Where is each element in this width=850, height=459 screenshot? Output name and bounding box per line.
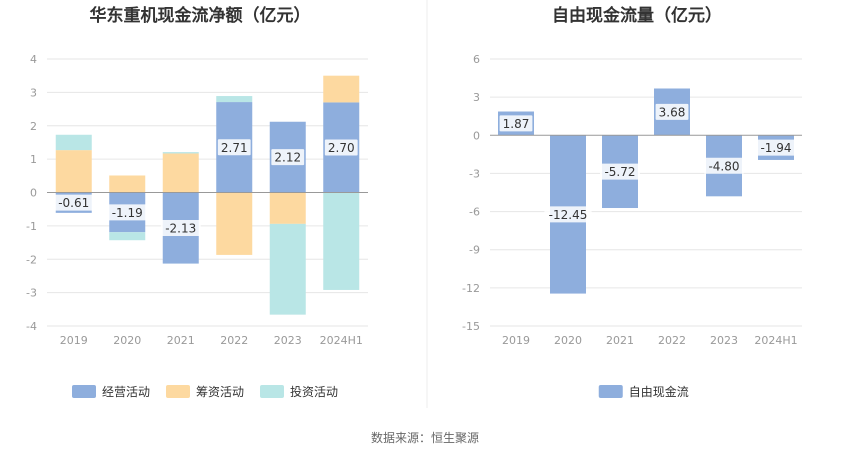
x-tick-label: 2019 <box>60 334 88 347</box>
data-label: 2.71 <box>217 139 251 156</box>
y-tick-label: 1 <box>30 153 37 166</box>
legend: 经营活动 筹资活动 投资活动 <box>72 384 338 399</box>
y-tick-label: -6 <box>469 206 480 219</box>
bar-筹资活动-2024H1 <box>323 75 360 103</box>
y-tick-label: 0 <box>473 129 480 142</box>
bar-筹资活动-2021 <box>162 153 199 193</box>
x-tick-label: 2021 <box>167 334 195 347</box>
data-label: -0.61 <box>53 194 94 211</box>
bar-筹资活动-2023 <box>269 192 306 224</box>
bar-投资活动-2023 <box>269 223 306 315</box>
legend-swatch <box>72 385 96 398</box>
svg-text:2.70: 2.70 <box>328 141 355 155</box>
legend-label: 投资活动 <box>290 384 338 399</box>
bars <box>55 75 360 315</box>
svg-text:-0.61: -0.61 <box>58 196 89 210</box>
svg-text:-2.13: -2.13 <box>165 222 196 236</box>
legend-swatch <box>260 385 284 398</box>
x-tick-label: 2024H1 <box>754 334 797 347</box>
data-labels: -0.61 -1.19 -2.13 2.71 2.12 2.70 <box>53 139 358 237</box>
data-labels: 1.87 -12.45 -5.72 3.68 -4.80 -1.94 <box>499 103 796 223</box>
y-tick-label: 2 <box>30 120 37 133</box>
data-label: 2.12 <box>271 149 305 166</box>
x-tick-label: 2023 <box>710 334 738 347</box>
y-tick-label: 4 <box>30 53 37 66</box>
x-tick-label: 2019 <box>502 334 530 347</box>
chart-title: 华东重机现金流净额（亿元） <box>90 5 311 26</box>
data-label: -1.94 <box>756 139 796 156</box>
y-tick-label: 6 <box>473 53 480 66</box>
cashflow-chart: 华东重机现金流净额（亿元） -4 -3 -2 -1 0 1 2 3 4 -0.61 -1.19 -2… <box>26 5 368 399</box>
svg-text:-12.45: -12.45 <box>549 208 588 222</box>
data-label: -2.13 <box>160 220 201 237</box>
svg-text:-5.72: -5.72 <box>604 165 635 179</box>
legend-item: 筹资活动 <box>166 385 244 399</box>
bar-筹资活动-2019 <box>55 150 92 193</box>
legend-swatch <box>598 385 623 398</box>
x-tick-label: 2022 <box>658 334 686 347</box>
x-tick-label: 2023 <box>274 334 302 347</box>
x-ticks: 2019 2020 2021 2022 2023 2024H1 <box>60 334 363 347</box>
y-tick-label: -15 <box>462 320 480 333</box>
bar-投资活动-2024H1 <box>323 192 360 290</box>
y-tick-label: -2 <box>26 253 37 266</box>
y-tick-label: -12 <box>462 282 480 295</box>
y-ticks: -4 -3 -2 -1 0 1 2 3 4 <box>26 53 37 333</box>
y-tick-label: -3 <box>469 167 480 180</box>
svg-text:-1.19: -1.19 <box>112 206 143 220</box>
x-tick-label: 2020 <box>554 334 582 347</box>
legend-label: 自由现金流 <box>629 384 689 399</box>
y-tick-label: 0 <box>30 187 37 200</box>
chart-title: 自由现金流量（亿元） <box>552 5 722 26</box>
data-source: 数据来源：恒生聚源 <box>371 430 479 445</box>
y-tick-label: -4 <box>26 320 37 333</box>
svg-text:-4.80: -4.80 <box>708 159 739 173</box>
x-tick-label: 2020 <box>113 334 141 347</box>
data-label: 2.70 <box>324 139 358 156</box>
bar-投资活动-2022 <box>216 96 253 103</box>
y-grid <box>47 58 368 327</box>
free-cashflow-chart: 自由现金流量（亿元） -15 -12 -9 -6 -3 0 3 6 1.87 -12.45 -5.… <box>462 5 802 399</box>
x-tick-label: 2024H1 <box>320 334 363 347</box>
bar-筹资活动-2022 <box>216 192 253 255</box>
svg-text:-1.94: -1.94 <box>760 141 791 155</box>
legend-label: 经营活动 <box>102 385 150 399</box>
legend-item: 经营活动 <box>72 385 150 399</box>
y-grid <box>490 58 802 327</box>
legend: 自由现金流 <box>598 384 689 399</box>
y-tick-label: -1 <box>26 220 37 233</box>
svg-text:2.12: 2.12 <box>274 151 301 165</box>
x-tick-label: 2022 <box>220 334 248 347</box>
bars <box>498 88 794 294</box>
y-tick-label: -3 <box>26 287 37 300</box>
legend-label: 筹资活动 <box>196 385 244 399</box>
legend-swatch <box>166 385 190 398</box>
y-tick-label: 3 <box>473 91 480 104</box>
data-label: -12.45 <box>544 206 592 223</box>
svg-text:1.87: 1.87 <box>503 117 530 131</box>
legend-item: 自由现金流 <box>598 384 689 399</box>
x-ticks: 2019 2020 2021 2022 2023 2024H1 <box>502 334 798 347</box>
legend-item: 投资活动 <box>260 384 338 399</box>
y-tick-label: -9 <box>469 244 480 257</box>
bar-筹资活动-2020 <box>109 175 146 193</box>
data-label: -4.80 <box>704 157 744 174</box>
data-label: 3.68 <box>655 103 689 120</box>
y-tick-label: 3 <box>30 86 37 99</box>
x-tick-label: 2021 <box>606 334 634 347</box>
bar-投资活动-2020 <box>109 232 146 241</box>
bar-投资活动-2019 <box>55 134 92 151</box>
bar-投资活动-2021 <box>162 152 199 154</box>
data-label: -5.72 <box>600 163 640 180</box>
y-ticks: -15 -12 -9 -6 -3 0 3 6 <box>462 53 480 333</box>
svg-text:2.71: 2.71 <box>221 141 248 155</box>
data-label: 1.87 <box>499 115 533 132</box>
svg-text:3.68: 3.68 <box>659 105 686 119</box>
data-label: -1.19 <box>107 204 148 221</box>
